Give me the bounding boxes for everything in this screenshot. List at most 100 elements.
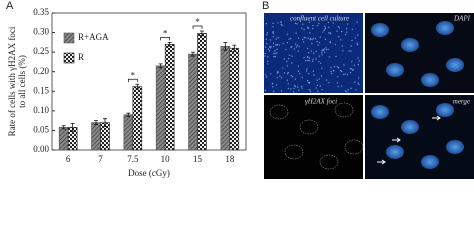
error-bar xyxy=(61,125,66,130)
cell xyxy=(270,73,272,75)
arrow xyxy=(377,159,386,165)
cell xyxy=(272,45,275,48)
significance-bracket xyxy=(127,78,138,83)
cell xyxy=(275,44,277,46)
cell xyxy=(264,89,267,92)
cell xyxy=(344,90,347,92)
error-bar xyxy=(167,41,172,47)
error-bar xyxy=(103,118,107,127)
cell xyxy=(329,33,332,35)
cell xyxy=(302,23,304,25)
arrow xyxy=(432,115,441,121)
nucleus-outline xyxy=(334,102,354,118)
error-bar xyxy=(135,83,140,90)
cell xyxy=(346,23,349,25)
cell xyxy=(318,22,320,25)
error-bar xyxy=(70,122,75,132)
cell xyxy=(347,89,349,91)
cell xyxy=(272,90,275,93)
cell xyxy=(305,70,308,72)
cell xyxy=(274,56,277,58)
cell xyxy=(319,62,322,65)
cell xyxy=(313,52,315,54)
cell xyxy=(357,63,359,66)
error-bar xyxy=(94,120,98,125)
cell xyxy=(267,56,269,58)
legend-swatch xyxy=(63,32,75,44)
cell xyxy=(335,55,337,58)
cell xyxy=(319,36,321,38)
cell xyxy=(353,64,355,67)
nucleus xyxy=(371,23,389,37)
image-label: confluent cell culture xyxy=(290,15,349,23)
cell xyxy=(297,89,300,92)
cell xyxy=(349,71,352,74)
nucleus-outline xyxy=(319,154,339,170)
cell xyxy=(322,48,324,51)
cell xyxy=(306,68,308,70)
cell xyxy=(344,33,347,36)
cell xyxy=(276,52,278,54)
cell xyxy=(312,70,314,72)
cell xyxy=(264,52,266,55)
cell xyxy=(324,25,326,28)
cell xyxy=(272,36,275,38)
nucleus-outline xyxy=(344,139,364,155)
cell xyxy=(303,56,305,59)
cell xyxy=(297,86,299,88)
cell xyxy=(321,52,323,54)
legend-label: R+AGA xyxy=(78,32,109,42)
significance-label: * xyxy=(163,28,168,38)
cell xyxy=(348,50,350,52)
bar xyxy=(197,33,207,151)
cell xyxy=(355,89,357,91)
cell xyxy=(318,78,320,80)
cell xyxy=(309,32,311,34)
cell xyxy=(266,34,268,36)
cell xyxy=(308,57,311,59)
cell xyxy=(321,67,323,69)
nucleus xyxy=(386,145,404,159)
cell xyxy=(308,60,310,62)
nucleus xyxy=(446,58,464,72)
y-tick-label: 0.20 xyxy=(33,66,49,76)
bar xyxy=(91,122,101,151)
bar xyxy=(229,47,240,151)
cell xyxy=(276,48,278,51)
cell xyxy=(274,53,276,55)
cell xyxy=(291,55,293,57)
cell xyxy=(283,58,286,60)
cell xyxy=(344,73,346,75)
cell xyxy=(269,39,272,41)
cell xyxy=(324,28,326,30)
cell xyxy=(291,75,294,78)
nucleus xyxy=(421,73,439,87)
error-bar xyxy=(223,41,228,51)
cell xyxy=(317,44,319,46)
nucleus xyxy=(436,103,454,117)
cell xyxy=(332,22,335,24)
y-tick-label: 0.30 xyxy=(33,27,49,37)
cell xyxy=(319,85,322,87)
nucleus-outline xyxy=(284,144,304,160)
cell xyxy=(293,87,295,90)
cell xyxy=(275,38,277,40)
cell xyxy=(358,83,360,86)
image-label: DAPI xyxy=(453,15,471,23)
error-bar xyxy=(200,30,204,37)
cell xyxy=(272,22,274,25)
bar xyxy=(155,65,166,151)
cell xyxy=(294,78,297,80)
legend-swatch xyxy=(63,52,75,64)
cell xyxy=(311,27,314,30)
cell xyxy=(327,48,329,51)
cell xyxy=(282,42,284,44)
y-tick-label: 0.00 xyxy=(33,144,49,154)
cell xyxy=(358,60,361,62)
cell xyxy=(308,73,310,75)
cell xyxy=(328,32,330,34)
cell xyxy=(267,63,269,65)
nucleus xyxy=(446,140,464,154)
nucleus xyxy=(421,155,439,169)
cell xyxy=(329,40,331,43)
